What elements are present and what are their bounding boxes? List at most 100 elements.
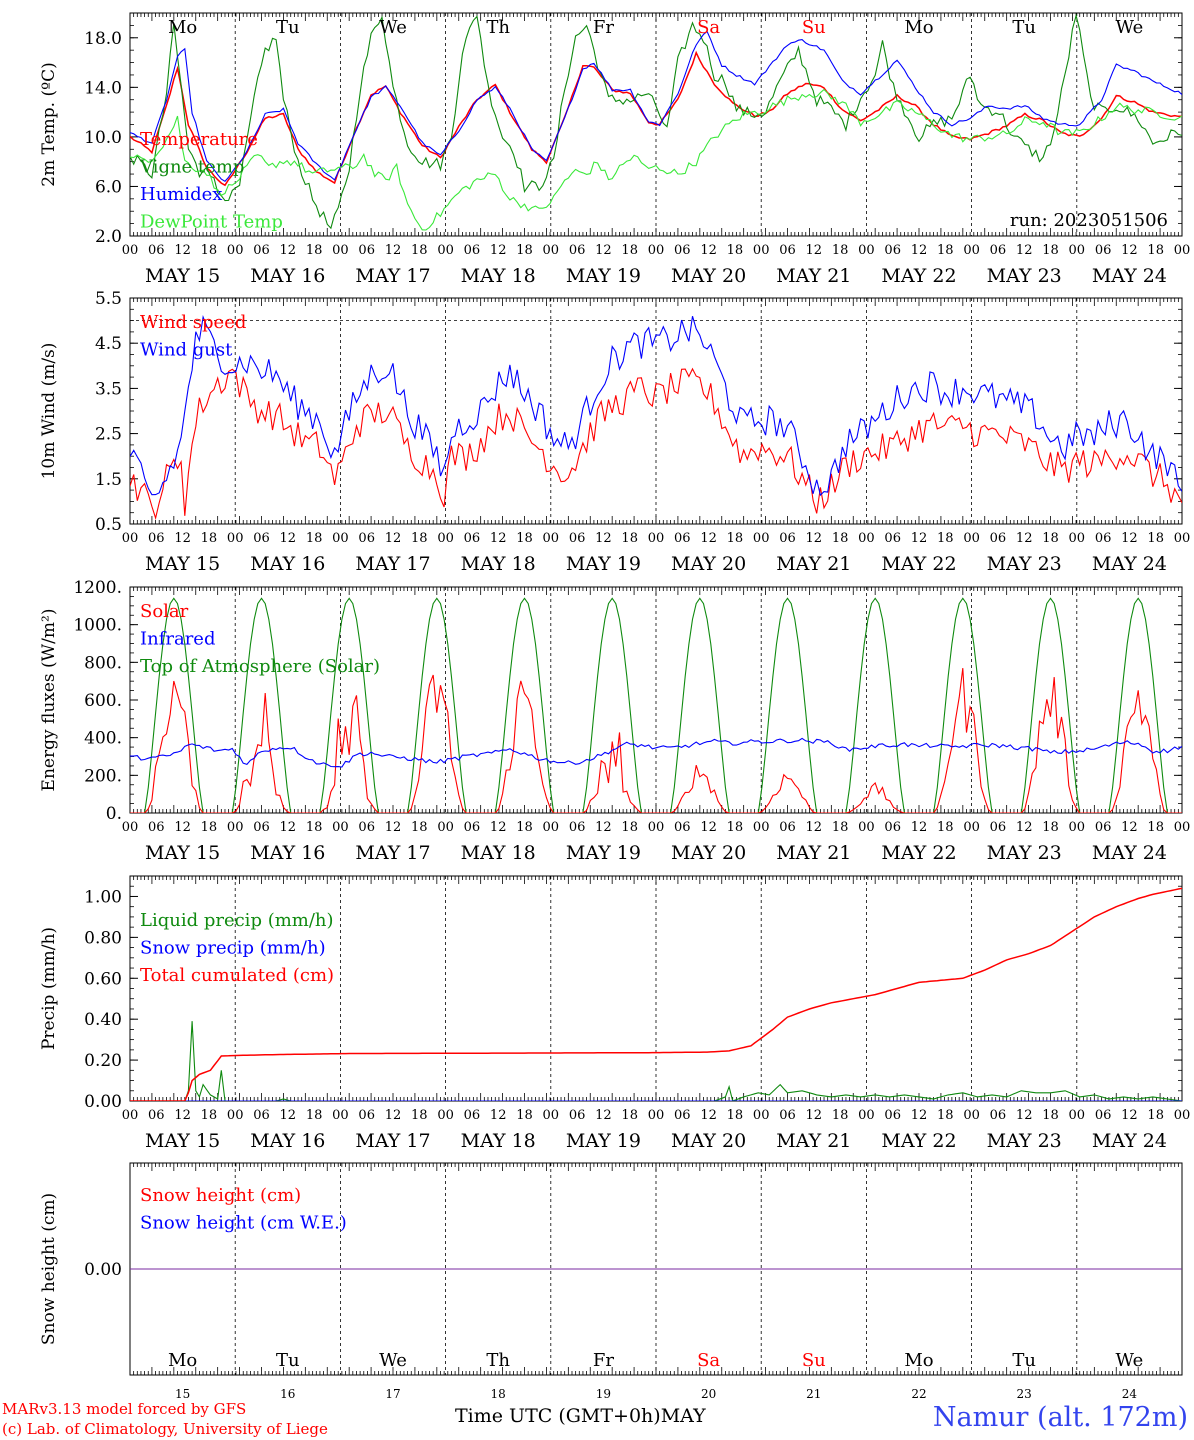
hour-tick-label: 18 xyxy=(1147,243,1164,258)
hour-tick-label: 12 xyxy=(174,1108,191,1123)
hour-tick-label: 06 xyxy=(1095,243,1112,258)
hour-tick-label: 06 xyxy=(1095,820,1112,835)
hour-tick-label: 00 xyxy=(543,243,560,258)
y-tick-label: 0.00 xyxy=(84,1092,122,1112)
hour-tick-label: 12 xyxy=(700,820,717,835)
hour-tick-label: 06 xyxy=(990,1108,1007,1123)
hour-tick-label: 18 xyxy=(832,243,849,258)
date-label: MAY 20 xyxy=(671,1130,746,1152)
panel-2: 0.5 1.5 2.5 3.5 4.5 5.5 10m Wind (m/s) Wind spe… xyxy=(39,289,1190,575)
model-credit: MARv3.13 model forced by GFS xyxy=(2,1400,247,1418)
hour-tick-label: 12 xyxy=(806,1108,823,1123)
y-tick-label: 5.5 xyxy=(95,289,122,309)
hour-tick-label: 12 xyxy=(700,1108,717,1123)
y-tick-label: 1000. xyxy=(73,616,122,636)
hour-tick-label: 12 xyxy=(280,1108,297,1123)
legend-entry: Humidex xyxy=(140,184,222,205)
hour-tick-label: 12 xyxy=(1016,243,1033,258)
day-number-label: 18 xyxy=(491,1387,506,1401)
hour-tick-label: 00 xyxy=(963,243,980,258)
day-number-label: 22 xyxy=(911,1387,926,1401)
hour-tick-label: 12 xyxy=(595,243,612,258)
date-label: MAY 24 xyxy=(1092,842,1167,864)
date-label: MAY 18 xyxy=(461,1130,536,1152)
hour-tick-label: 06 xyxy=(569,531,586,546)
hour-tick-label: 06 xyxy=(779,531,796,546)
date-label: MAY 19 xyxy=(566,265,641,287)
hour-tick-label: 18 xyxy=(1042,243,1059,258)
hour-tick-label: 00 xyxy=(332,243,349,258)
legend-entry: Top of Atmosphere (Solar) xyxy=(140,656,380,677)
hour-tick-label: 18 xyxy=(306,243,323,258)
hour-tick-label: 00 xyxy=(1174,531,1191,546)
weekday-label: Tu xyxy=(276,17,300,38)
hour-tick-label: 18 xyxy=(937,820,954,835)
date-label: MAY 23 xyxy=(987,1130,1062,1152)
hour-tick-label: 12 xyxy=(385,531,402,546)
hour-tick-label: 12 xyxy=(385,1108,402,1123)
day-number-label: 16 xyxy=(280,1387,295,1401)
hour-tick-label: 12 xyxy=(1121,820,1138,835)
hour-tick-label: 06 xyxy=(674,1108,691,1123)
weekday-label: We xyxy=(1116,1350,1144,1371)
hour-tick-label: 00 xyxy=(753,1108,770,1123)
y-axis-label: 2m Temp. (ºC) xyxy=(39,62,59,187)
hour-tick-label: 00 xyxy=(648,243,665,258)
x-axis-title: Time UTC (GMT+0h) xyxy=(455,1405,661,1427)
hour-tick-label: 06 xyxy=(464,1108,481,1123)
hour-tick-label: 06 xyxy=(253,243,270,258)
hour-tick-label: 06 xyxy=(148,820,165,835)
hour-tick-label: 12 xyxy=(490,1108,507,1123)
hour-tick-label: 18 xyxy=(516,243,533,258)
hour-tick-label: 06 xyxy=(990,820,1007,835)
y-tick-label: 0.40 xyxy=(84,1010,122,1030)
weekday-label: Sa xyxy=(697,17,720,38)
legend-entry: Solar xyxy=(140,601,189,622)
weekday-label: Tu xyxy=(1012,17,1036,38)
series-line-windspeed xyxy=(130,367,1182,521)
legend-entry: Liquid precip (mm/h) xyxy=(140,910,334,931)
hour-tick-label: 00 xyxy=(227,1108,244,1123)
y-axis-label: Snow height (cm) xyxy=(39,1193,59,1345)
day-number-label: 23 xyxy=(1017,1387,1032,1401)
hour-tick-label: 00 xyxy=(858,820,875,835)
hour-tick-label: 06 xyxy=(884,531,901,546)
series-line-cumul xyxy=(130,887,1182,1101)
weekday-label: Tu xyxy=(1012,1350,1036,1371)
hour-tick-label: 00 xyxy=(122,243,139,258)
hour-tick-label: 18 xyxy=(1147,531,1164,546)
day-number-label: 20 xyxy=(701,1387,716,1401)
hour-tick-label: 06 xyxy=(779,820,796,835)
station-label: Namur (alt. 172m) xyxy=(932,1402,1188,1433)
date-label: MAY 15 xyxy=(145,265,220,287)
weekday-label: Mo xyxy=(904,17,933,38)
y-tick-label: 0.20 xyxy=(84,1051,122,1071)
hour-tick-label: 18 xyxy=(727,820,744,835)
date-label: MAY 16 xyxy=(250,1130,325,1152)
run-annotation: run: 2023051506 xyxy=(1010,210,1168,231)
y-tick-label: 2.5 xyxy=(95,425,122,445)
hour-tick-label: 06 xyxy=(990,531,1007,546)
y-tick-label: 1.5 xyxy=(95,470,122,490)
hour-tick-label: 12 xyxy=(174,820,191,835)
hour-tick-label: 18 xyxy=(411,531,428,546)
hour-tick-label: 06 xyxy=(148,243,165,258)
y-axis-label: 10m Wind (m/s) xyxy=(39,343,59,480)
date-label: MAY 21 xyxy=(776,265,851,287)
hour-tick-label: 18 xyxy=(832,1108,849,1123)
hour-tick-label: 18 xyxy=(937,531,954,546)
weekday-label: Sa xyxy=(697,1350,720,1371)
date-label: MAY 22 xyxy=(881,842,956,864)
weekday-label: Tu xyxy=(276,1350,300,1371)
hour-tick-label: 00 xyxy=(963,1108,980,1123)
weekday-label: Mo xyxy=(168,17,197,38)
x-axis-month: MAY xyxy=(660,1405,706,1427)
hour-tick-label: 12 xyxy=(806,820,823,835)
hour-tick-label: 18 xyxy=(306,820,323,835)
hour-tick-label: 18 xyxy=(306,1108,323,1123)
hour-tick-label: 12 xyxy=(1016,820,1033,835)
day-number-label: 24 xyxy=(1122,1387,1138,1401)
hour-tick-label: 00 xyxy=(858,243,875,258)
hour-tick-label: 06 xyxy=(569,1108,586,1123)
